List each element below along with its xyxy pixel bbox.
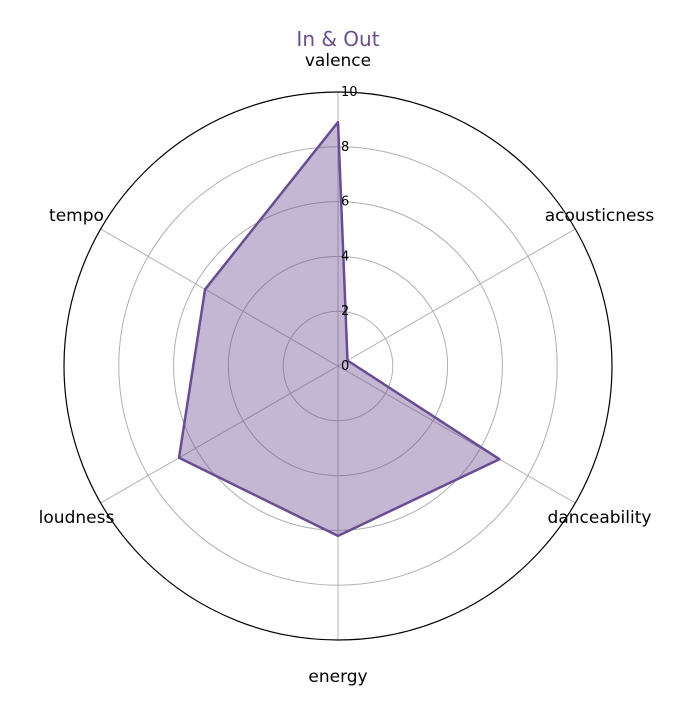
rtick-label-1: 2 xyxy=(341,304,349,319)
spoke-acousticness xyxy=(337,228,576,367)
chart-title: In & Out xyxy=(296,27,379,51)
axis-labels: valence acousticness danceability energy lou… xyxy=(39,51,655,687)
rtick-label-4: 8 xyxy=(341,140,349,155)
axis-label-acousticness: acousticness xyxy=(545,206,655,226)
rtick-label-3: 6 xyxy=(341,195,349,210)
rtick-label-0: 0 xyxy=(341,359,349,374)
outer-spine xyxy=(63,91,613,641)
axis-label-tempo: tempo xyxy=(49,206,104,226)
series-fill-0 xyxy=(179,122,500,536)
axis-label-loudness: loudness xyxy=(39,508,115,528)
rtick-label-5: 10 xyxy=(341,85,358,100)
axis-label-valence: valence xyxy=(305,51,371,71)
series-line-0 xyxy=(177,120,501,538)
series-layer xyxy=(177,120,501,538)
axis-label-energy: energy xyxy=(308,667,367,687)
radial-tick-labels: 0 2 4 6 8 10 xyxy=(341,85,358,374)
axis-label-danceability: danceability xyxy=(548,508,652,528)
spoke-tempo xyxy=(100,228,339,367)
rtick-label-2: 4 xyxy=(341,249,349,264)
spoke-danceability xyxy=(337,365,576,504)
grid xyxy=(63,91,613,641)
spoke-loudness xyxy=(100,365,339,504)
